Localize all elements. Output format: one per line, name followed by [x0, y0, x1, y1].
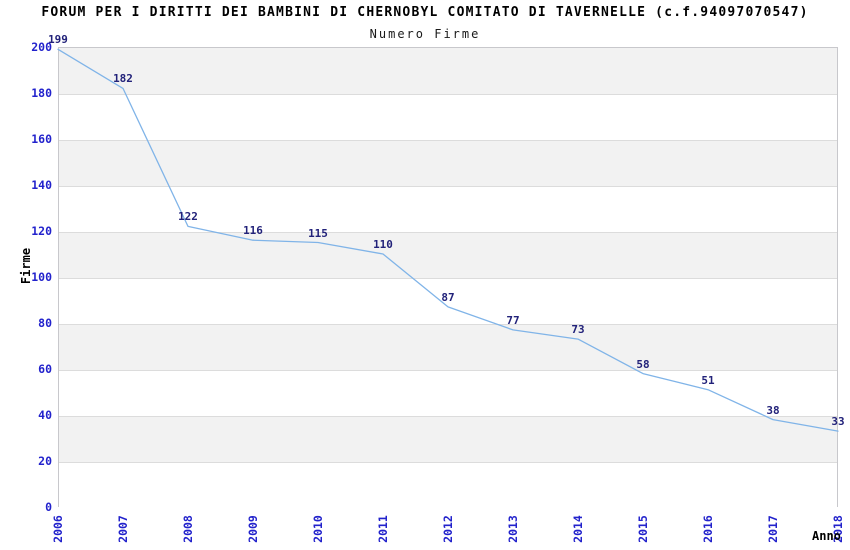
data-point-label: 182: [113, 72, 133, 86]
gridline: [59, 416, 837, 417]
data-point-label: 73: [571, 323, 585, 337]
x-axis-tick-label: 2017: [766, 515, 780, 543]
data-point-label: 199: [48, 33, 68, 47]
gridline: [59, 140, 837, 141]
data-point-label: 77: [506, 313, 520, 327]
y-axis-tick-label: 140: [31, 178, 52, 192]
x-axis-title: Anno: [812, 529, 841, 543]
gridline: [59, 94, 837, 95]
plot-band: [59, 324, 837, 370]
y-axis-tick-label: 60: [38, 362, 52, 376]
x-axis-tick-label: 2014: [571, 515, 585, 543]
data-point-label: 58: [636, 357, 650, 371]
gridline: [59, 186, 837, 187]
chart-title: FORUM PER I DIRITTI DEI BAMBINI DI CHERN…: [41, 5, 809, 20]
plot-band: [59, 232, 837, 278]
data-point-label: 110: [373, 238, 393, 251]
y-axis-tick-label: 100: [31, 270, 52, 284]
plot-band: [59, 462, 837, 508]
x-axis-tick-label: 2010: [311, 515, 325, 543]
plot-band: [59, 48, 837, 94]
y-axis-tick-label: 20: [38, 454, 52, 468]
data-point-label: 87: [441, 290, 455, 304]
gridline: [59, 370, 837, 371]
y-axis-tick-label: 200: [31, 40, 52, 54]
plot-area: [58, 47, 838, 508]
x-axis-tick-label: 2009: [246, 515, 260, 543]
y-axis-title: Firme: [19, 247, 33, 285]
data-point-label: 38: [766, 403, 780, 417]
x-axis-tick-label: 2006: [51, 515, 65, 543]
gridline: [59, 278, 837, 279]
chart-subtitle: Numero Firme: [369, 27, 481, 41]
y-axis-tick-label: 180: [31, 86, 52, 100]
x-axis-tick-label: 2012: [441, 515, 455, 543]
gridline: [59, 232, 837, 233]
data-point-label: 115: [308, 226, 328, 240]
y-axis-tick-label: 120: [31, 224, 52, 238]
data-point-label: 51: [701, 373, 715, 387]
x-axis-tick-label: 2011: [376, 515, 390, 543]
x-axis-tick-label: 2013: [506, 515, 520, 543]
data-point-label: 33: [831, 415, 845, 429]
plot-band: [59, 186, 837, 232]
x-axis-tick-label: 2007: [116, 515, 130, 543]
data-point-label: 122: [178, 210, 198, 224]
plot-band: [59, 94, 837, 140]
data-point-label: 116: [243, 224, 263, 238]
x-axis-tick-label: 2015: [636, 515, 650, 543]
x-axis-tick-label: 2008: [181, 515, 195, 543]
gridline: [59, 324, 837, 325]
gridline: [59, 462, 837, 463]
plot-band: [59, 140, 837, 186]
y-axis-tick-label: 80: [38, 316, 52, 330]
y-axis-tick-label: 40: [38, 408, 52, 422]
plot-band: [59, 416, 837, 462]
x-axis-tick-label: 2016: [701, 515, 715, 543]
y-axis-tick-label: 0: [45, 500, 52, 514]
y-axis-tick-label: 160: [31, 132, 52, 146]
